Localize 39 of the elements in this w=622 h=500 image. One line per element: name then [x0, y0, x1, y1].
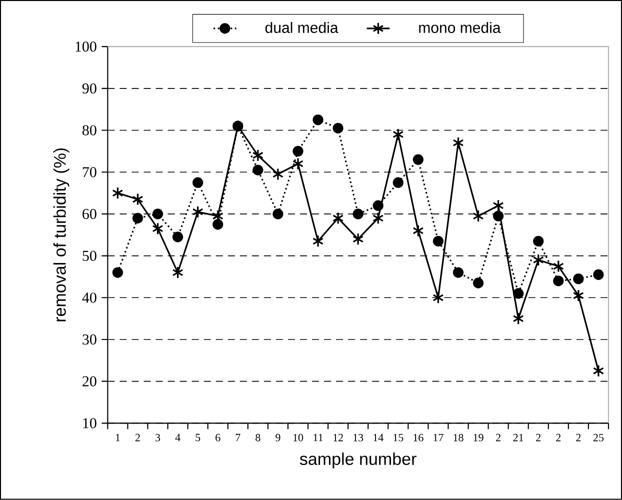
x-tick-label: 8: [256, 434, 260, 442]
x-tick-label: 2: [496, 434, 500, 442]
x-tick-label: 5: [196, 434, 200, 442]
x-tick-label: 1: [116, 434, 120, 442]
y-tick-label: 70: [82, 167, 96, 178]
x-tick-label: 19: [474, 434, 484, 442]
x-tick-label: 14: [374, 434, 384, 442]
y-tick-label: 30: [82, 334, 96, 345]
x-tick-label: 7: [236, 434, 240, 442]
y-tick-label: 90: [82, 83, 96, 94]
x-tick-label: 21: [513, 434, 524, 442]
x-tick-label: 9: [276, 434, 280, 442]
x-tick-label: 3: [156, 434, 160, 442]
y-tick-label: 40: [82, 292, 96, 303]
legend-label: dual media: [265, 22, 338, 34]
legend-label: mono media: [419, 22, 501, 34]
x-tick-label: 2: [135, 434, 140, 442]
y-tick-label: 80: [82, 125, 96, 136]
x-tick-label: 15: [394, 434, 404, 442]
x-tick-label: 16: [414, 434, 424, 442]
y-tick-label: 10: [83, 418, 96, 428]
y-tick-label: 60: [82, 208, 96, 220]
y-axis-title: removal of turbidity (%): [53, 148, 70, 322]
x-tick-label: 2: [536, 434, 541, 442]
x-tick-label: 11: [314, 434, 323, 442]
x-tick-label: 18: [454, 434, 464, 442]
x-tick-label: 2: [576, 434, 581, 442]
x-axis-title: sample number: [300, 452, 416, 468]
x-tick-label: 2: [556, 434, 561, 442]
y-tick-label: 20: [82, 376, 96, 386]
y-tick-label: 100: [76, 42, 96, 52]
x-tick-label: 6: [216, 434, 220, 442]
x-tick-label: 12: [334, 434, 343, 442]
x-tick-label: 25: [593, 434, 604, 442]
x-tick-label: 13: [354, 434, 364, 442]
x-tick-label: 10: [293, 434, 304, 442]
y-tick-label: 50: [82, 250, 96, 261]
x-tick-label: 17: [434, 434, 444, 442]
x-tick-label: 4: [175, 434, 180, 442]
